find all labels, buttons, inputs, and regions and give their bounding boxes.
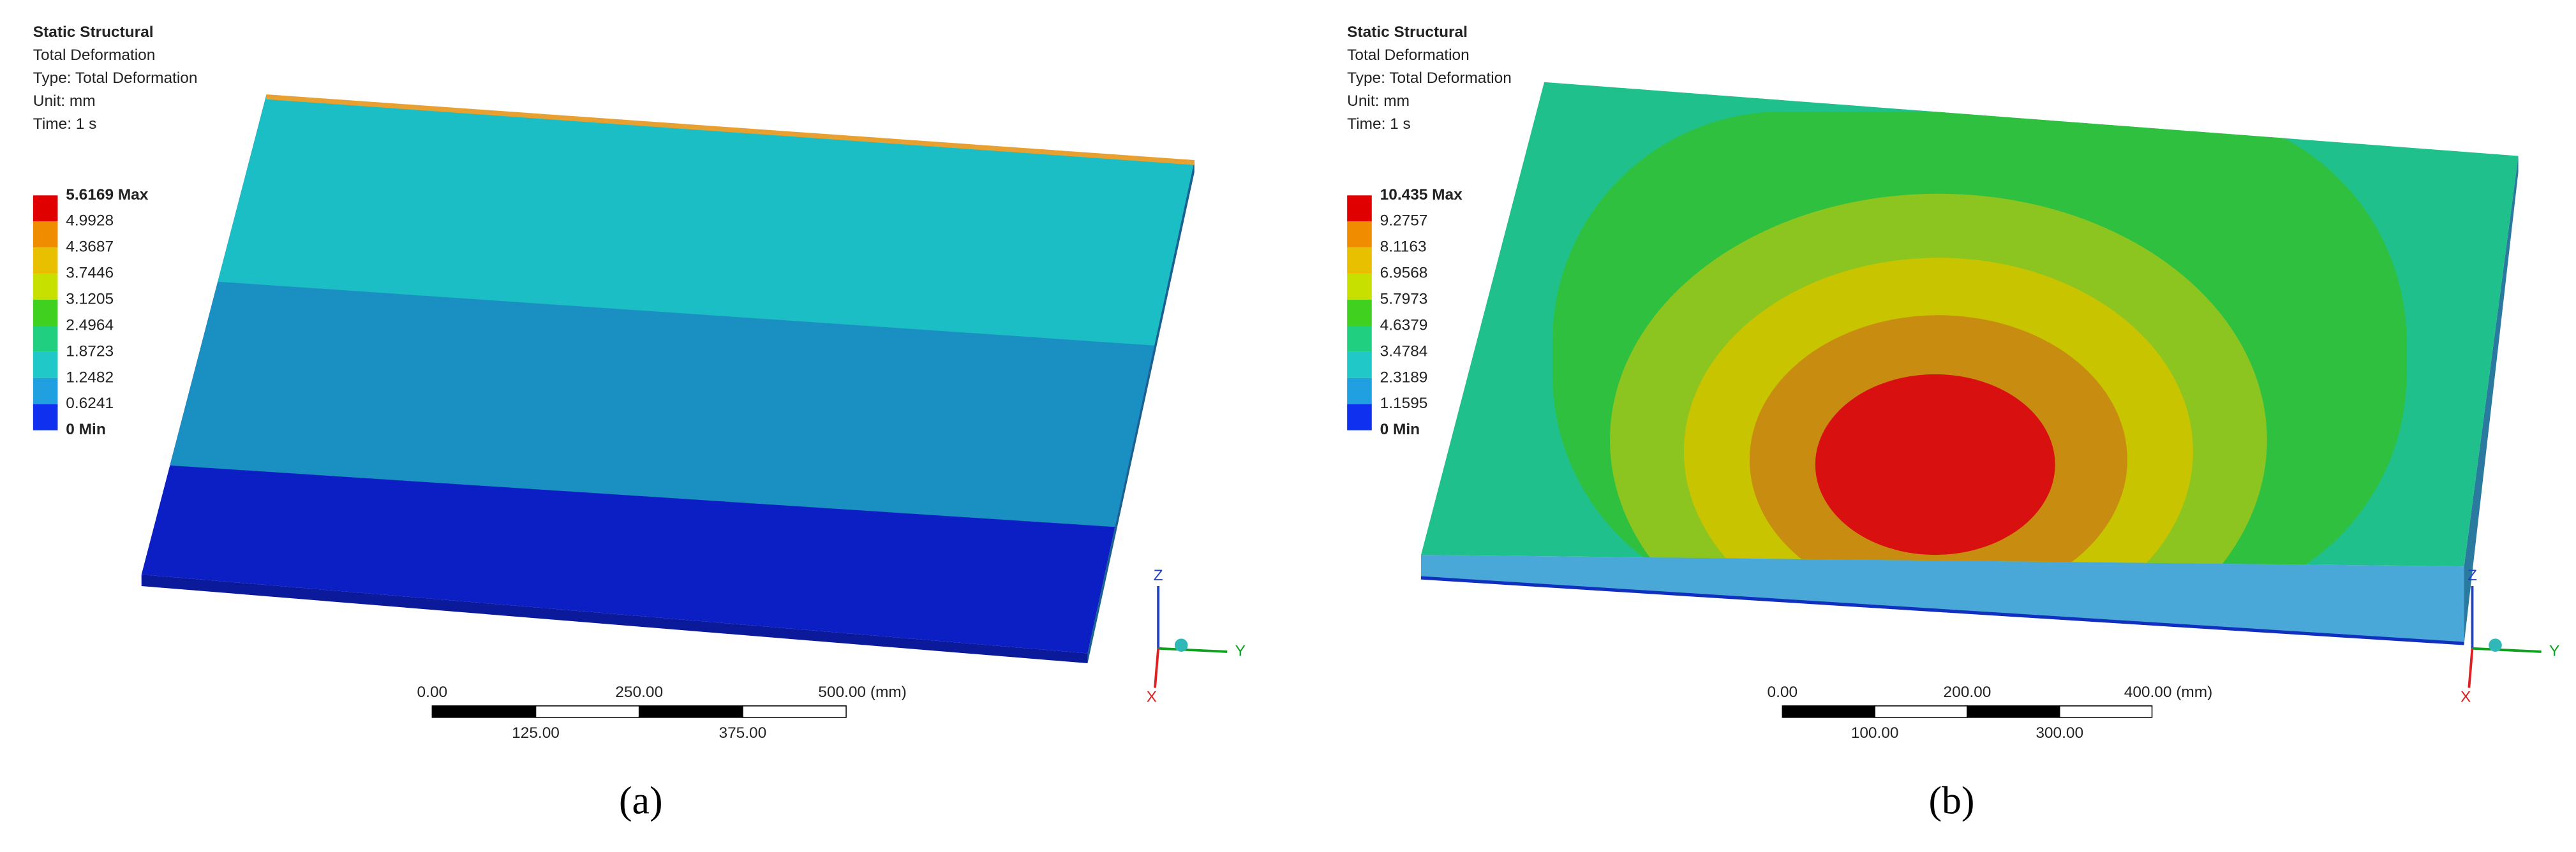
- axis-label: Z: [1154, 567, 1163, 584]
- header-line: Static Structural: [1347, 24, 1468, 41]
- band: [141, 95, 1195, 350]
- legend-label: 8.1163: [1380, 239, 1427, 256]
- scale-label: 0.00: [417, 684, 448, 701]
- axis-label: Y: [1235, 642, 1246, 659]
- legend-swatch: [1347, 221, 1372, 248]
- legend-label: 3.4784: [1380, 342, 1428, 360]
- plate-top-edge: [266, 94, 1195, 165]
- scale-bar-segment: [638, 705, 743, 718]
- axis-y: [2472, 647, 2542, 653]
- legend-label: 2.4964: [66, 316, 114, 334]
- plate-edge: [141, 574, 1088, 663]
- scale-label: 250.00: [615, 684, 663, 701]
- header-line: Unit: mm: [33, 92, 96, 110]
- scale-bar-segment: [2059, 705, 2153, 718]
- legend-label: 3.1205: [66, 290, 114, 307]
- header-line: Total Deformation: [33, 47, 156, 64]
- scale-bar-segment: [742, 705, 847, 718]
- legend-swatch: [33, 274, 58, 300]
- legend-label: 0.6241: [66, 395, 114, 412]
- legend-label: 1.1595: [1380, 395, 1428, 412]
- axis-origin: [1174, 638, 1188, 652]
- plate-side: [2464, 156, 2519, 644]
- scale-label: 200.00: [1944, 684, 1992, 701]
- legend-label: 4.3687: [66, 239, 114, 256]
- scale-label: 400.00 (mm): [2124, 684, 2213, 701]
- legend-swatch: [1347, 404, 1372, 430]
- scale-label: 300.00: [2036, 724, 2083, 742]
- legend-swatch: [33, 325, 58, 352]
- plate-edge: [1421, 555, 2464, 644]
- axis-origin: [2489, 638, 2502, 652]
- contour: [1815, 374, 2055, 555]
- header-line: Type: Total Deformation: [1347, 70, 1512, 87]
- plate-edge-line: [1420, 576, 2464, 645]
- plate-b: [1420, 82, 2519, 645]
- legend-swatch: [1347, 325, 1372, 352]
- scale-label: 0.00: [1768, 684, 1798, 701]
- legend-swatch: [33, 247, 58, 274]
- scale-bar-segment: [535, 705, 640, 718]
- scale-bar-segment: [431, 705, 537, 718]
- scale-label: 125.00: [512, 724, 560, 742]
- legend-label: 5.6169 Max: [66, 186, 148, 203]
- legend-swatch: [33, 221, 58, 248]
- axis-label: X: [1147, 688, 1157, 705]
- legend-label: 2.3189: [1380, 369, 1428, 386]
- scale-label: 375.00: [718, 724, 766, 742]
- plate-side: [1087, 161, 1195, 663]
- legend-swatch: [1347, 274, 1372, 300]
- caption: (a): [619, 779, 663, 823]
- legend-label: 5.7973: [1380, 290, 1428, 307]
- legend-label: 4.9928: [66, 212, 114, 230]
- legend-swatch: [1347, 195, 1372, 222]
- legend-swatch: [33, 378, 58, 404]
- scale-bar-segment: [1782, 705, 1875, 718]
- legend-swatch: [33, 300, 58, 326]
- axis-label: Y: [2549, 642, 2559, 659]
- axis-x: [2468, 648, 2474, 688]
- legend-swatch: [1347, 300, 1372, 326]
- header-line: Type: Total Deformation: [33, 70, 198, 87]
- header-line: Total Deformation: [1347, 47, 1470, 64]
- header-line: Time: 1 s: [1347, 115, 1411, 133]
- plate-a: [141, 94, 1195, 663]
- legend-label: 10.435 Max: [1380, 186, 1463, 203]
- header-line: Time: 1 s: [33, 115, 97, 133]
- scale-bar-segment: [1874, 705, 1968, 718]
- legend-label: 4.6379: [1380, 316, 1428, 334]
- legend-swatch: [33, 195, 58, 222]
- scale-bar-segment: [1967, 705, 2060, 718]
- axis-label: X: [2461, 688, 2471, 705]
- legend-swatch: [1347, 247, 1372, 274]
- axis-x: [1154, 648, 1160, 688]
- legend-swatch: [1347, 378, 1372, 404]
- scale-label: 500.00 (mm): [818, 684, 907, 701]
- axis-label: Z: [2468, 567, 2477, 584]
- legend-label: 9.2757: [1380, 212, 1428, 230]
- legend-swatch: [33, 404, 58, 430]
- legend-label: 0 Min: [1380, 421, 1420, 438]
- axis-y: [1158, 647, 1228, 653]
- legend-label: 3.7446: [66, 265, 114, 282]
- caption: (b): [1928, 779, 1974, 823]
- legend-swatch: [1347, 351, 1372, 378]
- legend-label: 1.2482: [66, 369, 114, 386]
- header-line: Static Structural: [33, 24, 154, 41]
- scale-label: 100.00: [1851, 724, 1899, 742]
- legend-label: 1.8723: [66, 342, 114, 360]
- legend-swatch: [33, 351, 58, 378]
- legend-label: 0 Min: [66, 421, 105, 438]
- header-line: Unit: mm: [1347, 92, 1410, 110]
- legend-label: 6.9568: [1380, 265, 1428, 282]
